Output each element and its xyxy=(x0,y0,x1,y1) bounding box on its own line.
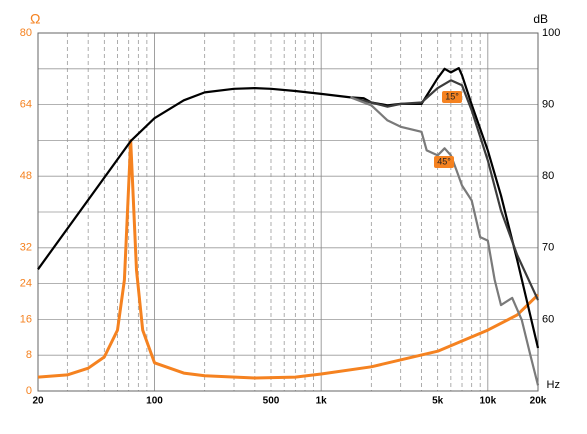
x-tick-label: 10k xyxy=(479,396,496,407)
series-line xyxy=(350,79,539,301)
annotation-tag xyxy=(442,91,462,103)
x-tick-label: 5k xyxy=(432,396,444,407)
y-tick-label: 64 xyxy=(20,99,32,111)
y2-tick-label: 100 xyxy=(542,27,560,39)
x-tick-label: 20 xyxy=(32,396,44,407)
x-tick-label: 500 xyxy=(263,396,280,407)
y-tick-label: 8 xyxy=(26,349,32,361)
x-tick-label: 100 xyxy=(146,396,163,407)
annotation-tag xyxy=(434,156,454,168)
y2-tick-label: 80 xyxy=(542,170,554,182)
y2-tick-label: 70 xyxy=(542,242,554,254)
x-tick-label: 1k xyxy=(316,396,328,407)
y-tick-label: 0 xyxy=(26,385,32,397)
plot-frame xyxy=(37,32,539,392)
y-axis-label: Ω xyxy=(30,11,40,27)
y2-tick-label: 90 xyxy=(542,99,554,111)
x-axis-label: Hz xyxy=(547,379,560,391)
y2-tick-label: 60 xyxy=(542,313,554,325)
y-tick-label: 48 xyxy=(20,170,32,182)
series-line xyxy=(37,139,540,380)
y2-axis-label: dB xyxy=(533,12,548,26)
y-tick-label: 32 xyxy=(20,242,32,254)
x-tick-label: 20k xyxy=(530,396,547,407)
y-tick-label: 24 xyxy=(20,278,32,290)
annotation-label: 15° xyxy=(445,91,459,101)
series-line xyxy=(350,96,540,386)
y-tick-label: 16 xyxy=(20,313,32,325)
y-tick-label: 80 xyxy=(20,27,32,39)
annotation-label: 45° xyxy=(437,156,451,166)
